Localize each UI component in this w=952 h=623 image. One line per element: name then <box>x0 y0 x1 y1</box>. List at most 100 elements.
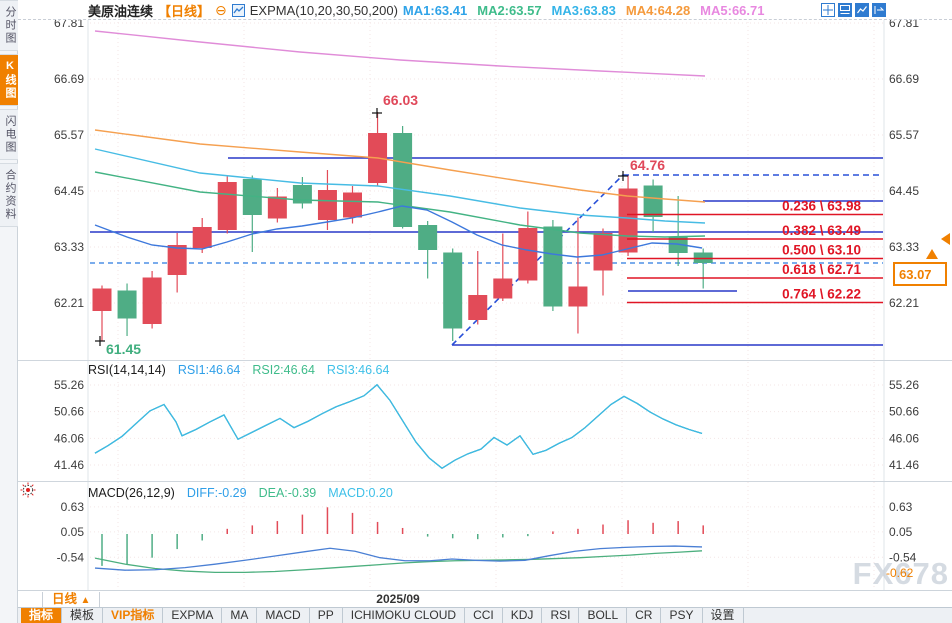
candle-body <box>493 278 513 299</box>
price-axis-label: 62.21 <box>889 296 919 310</box>
current-price-badge: 63.07 <box>893 262 947 286</box>
rsi-axis-label: 55.26 <box>889 378 919 392</box>
line-chart-badge-icon[interactable] <box>231 3 245 17</box>
footer-tab-VIP指标[interactable]: VIP指标 <box>103 608 164 623</box>
ma-line-EXPMA50 <box>94 129 706 203</box>
indicator-label[interactable]: EXPMA(10,20,30,50,200) <box>249 2 398 18</box>
candle-body <box>242 179 262 215</box>
footer-tab-指标[interactable]: 指标 <box>21 608 63 623</box>
period-tag: 【日线】 <box>158 3 211 19</box>
period-selector-button[interactable]: 日线 ▲ <box>42 592 101 607</box>
footer-tab-CCI[interactable]: CCI <box>465 608 503 623</box>
candle-body <box>543 226 563 307</box>
footer-tab-PP[interactable]: PP <box>310 608 343 623</box>
footer-tab-PSY[interactable]: PSY <box>661 608 703 623</box>
candle-body <box>267 196 287 219</box>
macd-diff-line <box>94 545 703 571</box>
macd-title[interactable]: MACD(26,12,9) <box>88 486 175 500</box>
panel-grid-icon[interactable] <box>838 3 852 17</box>
chart-window-icon[interactable] <box>855 3 869 17</box>
candle-body <box>418 225 438 250</box>
price-axis-label: 62.21 <box>54 296 84 310</box>
macd-value-label: DEA:-0.39 <box>258 486 317 500</box>
macd-axis-label: 0.05 <box>61 525 85 539</box>
crosshair-icon[interactable] <box>821 3 835 17</box>
price-axis-label: 63.33 <box>889 240 919 254</box>
footer-tab-RSI[interactable]: RSI <box>542 608 580 623</box>
sun-marker-icon[interactable] <box>20 482 36 503</box>
ma-value-label: MA2:63.57 <box>477 2 542 18</box>
footer-tab-BOLL[interactable]: BOLL <box>579 608 628 623</box>
time-axis-row: 日线 ▲ 2025/09 <box>18 590 952 607</box>
sidebar-tab-合约资料[interactable]: 合约资料 <box>0 163 18 227</box>
rsi-axis-label: 41.46 <box>889 458 919 472</box>
footer-tab-设置[interactable]: 设置 <box>703 608 744 623</box>
watermark: FX678 <box>852 556 949 591</box>
macd-axis-label: 0.63 <box>889 500 913 514</box>
macd-value-label: DIFF:-0.29 <box>186 486 247 500</box>
candle-body <box>292 185 312 204</box>
rsi-axis-label: 41.46 <box>54 458 84 472</box>
rsi-value-label: RSI2:46.64 <box>252 363 315 377</box>
symbol-name: 美原油连续 <box>88 3 154 19</box>
rsi-axis-label: 50.66 <box>889 405 919 419</box>
footer-tab-KDJ[interactable]: KDJ <box>503 608 543 623</box>
macd-value-label: MACD:0.20 <box>328 486 393 500</box>
ma-value-label: MA4:64.28 <box>625 2 691 18</box>
candle-body <box>643 185 663 217</box>
minus-circle-icon[interactable]: ⊖ <box>215 2 227 18</box>
footer-tab-ICHIMOKU CLOUD[interactable]: ICHIMOKU CLOUD <box>343 608 466 623</box>
footer-tab-模板[interactable]: 模板 <box>62 608 104 623</box>
candle-body <box>317 190 337 220</box>
fib-level-label: 0.764 \ 62.22 <box>782 287 861 302</box>
price-axis-label: 64.45 <box>889 184 919 198</box>
footer-tab-MACD[interactable]: MACD <box>257 608 310 623</box>
candle-body <box>192 227 212 248</box>
candle-body <box>593 233 613 271</box>
ma-line-EXPMA10 <box>94 205 703 258</box>
footer-tab-MA[interactable]: MA <box>222 608 258 623</box>
ma-value-label: MA3:63.83 <box>551 2 616 18</box>
sidebar-tab-分时图[interactable]: 分时图 <box>0 0 18 51</box>
candle-body <box>568 286 588 307</box>
macd-values-group: DIFF:-0.29 DEA:-0.39 MACD:0.20 <box>187 486 393 500</box>
ma-value-label: MA1:63.41 <box>402 2 468 18</box>
rsi-axis-label: 46.06 <box>54 431 84 445</box>
sidebar-tab-闪电图[interactable]: 闪电图 <box>0 109 18 160</box>
price-axis-label: 63.33 <box>54 240 84 254</box>
price-axis-label: 66.69 <box>54 72 84 86</box>
macd-dea-line <box>94 550 703 574</box>
rsi-panel-header: RSI(14,14,14) RSI1:46.64 RSI2:46.64 RSI3:4… <box>88 363 389 377</box>
candle-body <box>668 237 688 253</box>
price-annotation-label: 61.45 <box>106 341 141 357</box>
candle-body <box>468 295 488 320</box>
sidebar-tab-K线图[interactable]: K线图 <box>0 54 18 106</box>
rsi-line-1 <box>94 383 703 469</box>
rsi-title[interactable]: RSI(14,14,14) <box>88 363 166 377</box>
macd-axis-label: 0.05 <box>889 525 913 539</box>
period-selector-label: 日线 <box>52 592 78 606</box>
candle-body <box>167 245 187 275</box>
fib-level-label: 0.618 \ 62.71 <box>782 262 861 277</box>
panel-arrow-icon[interactable] <box>872 3 886 17</box>
ma-values-group: MA1:63.41 MA2:63.57 MA3:63.83 MA4:64.28 MA5:… <box>403 3 765 18</box>
indicator-tab-bar: 指标 模板 VIP指标 EXPMA MA MACD PP ICHIMOKU CLOUD CCI K… <box>18 607 952 623</box>
candle-body <box>217 182 237 230</box>
chart-toolbar-icons <box>821 3 886 17</box>
scroll-latest-arrow-icon[interactable] <box>941 233 950 245</box>
candle-body <box>518 228 538 281</box>
x-axis-date-label: 2025/09 <box>376 592 420 606</box>
ma-line-EXPMA200 <box>94 30 706 77</box>
footer-tab-CR[interactable]: CR <box>627 608 662 623</box>
footer-tab-EXPMA[interactable]: EXPMA <box>163 608 223 623</box>
candle-body <box>117 290 137 319</box>
chart-type-sidebar: 分时图 K线图闪电图合约资料 <box>0 0 18 623</box>
price-annotation-label: 64.76 <box>630 157 665 173</box>
macd-axis-label: -0.54 <box>889 550 917 564</box>
fib-level-label: 0.236 \ 63.98 <box>782 199 861 214</box>
ma-line-EXPMA20 <box>94 171 706 238</box>
ma-line-EXPMA30 <box>94 148 706 224</box>
price-axis-label: 66.69 <box>889 72 919 86</box>
